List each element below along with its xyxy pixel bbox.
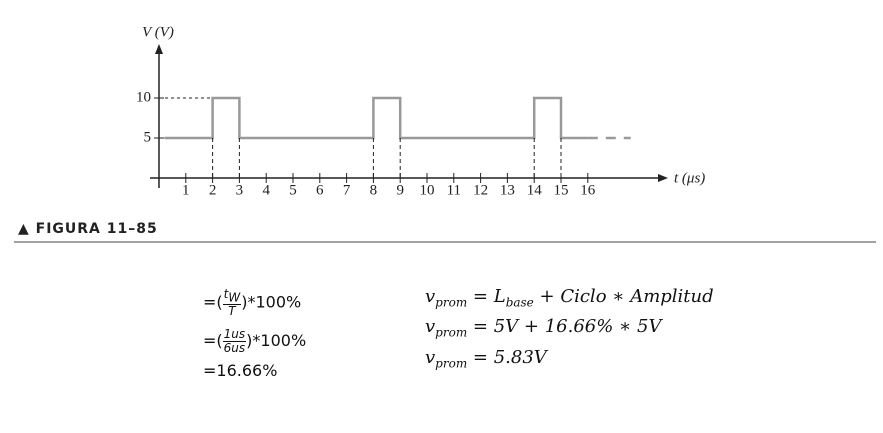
formula-prefix: =( bbox=[203, 292, 223, 312]
text: v bbox=[425, 316, 436, 337]
x-tick-label: 16 bbox=[580, 182, 596, 198]
numerator: 1us bbox=[222, 327, 247, 342]
x-tick-label: 1 bbox=[182, 182, 190, 198]
subscript: prom bbox=[435, 295, 468, 310]
x-tick-label: 11 bbox=[447, 182, 461, 198]
denominator: 6us bbox=[223, 342, 247, 355]
subscript: prom bbox=[435, 356, 468, 371]
text: t bbox=[223, 287, 229, 301]
x-tick-label: 13 bbox=[500, 182, 515, 198]
x-tick-label: 5 bbox=[289, 182, 297, 198]
text: + Ciclo ∗ Amplitud bbox=[533, 286, 714, 307]
signal-line bbox=[164, 96, 588, 140]
x-tick-label: 9 bbox=[396, 182, 404, 198]
subscript: W bbox=[228, 290, 241, 305]
y-tick-label: 10 bbox=[136, 89, 151, 105]
x-tick-label: 14 bbox=[527, 182, 543, 198]
numerator: tW bbox=[222, 287, 242, 306]
formula-line: =16.66% bbox=[203, 361, 277, 380]
denominator: T bbox=[223, 305, 242, 318]
text: 1us bbox=[223, 327, 246, 341]
y-axis-label: V (V) bbox=[142, 24, 174, 40]
x-tick-label: 12 bbox=[473, 182, 488, 198]
x-arrow bbox=[658, 174, 668, 182]
formula-prefix: =( bbox=[203, 331, 223, 350]
y-tick-label: 5 bbox=[144, 129, 152, 145]
x-tick-label: 8 bbox=[370, 182, 378, 198]
text: T bbox=[228, 304, 236, 319]
text: 6us bbox=[223, 341, 246, 355]
x-tick-label: 10 bbox=[420, 182, 435, 198]
chart: V (V) t (μs) ▲ FIGURA 11–85 1 2 3 4 5 6 7 8 9 10 1… bbox=[14, 24, 876, 243]
formula-line: vprom = 5.83V bbox=[425, 347, 547, 371]
subscript: prom bbox=[435, 325, 468, 340]
fraction: tW T bbox=[222, 287, 242, 318]
x-axis-label: t (μs) bbox=[674, 170, 705, 186]
text: v bbox=[425, 347, 436, 368]
fraction: 1us 6us bbox=[222, 327, 247, 355]
formula-line: =(tW T)*100% bbox=[203, 288, 301, 318]
x-tick-label: 4 bbox=[262, 182, 270, 198]
formula-line: =(1us 6us)*100% bbox=[203, 328, 306, 355]
y-arrow bbox=[155, 44, 163, 54]
formula-line: vprom = Lbase + Ciclo ∗ Amplitud bbox=[425, 286, 714, 310]
x-tick-label: 3 bbox=[236, 182, 244, 198]
formula-suffix: )*100% bbox=[246, 331, 307, 350]
formula-prefix: =16.66% bbox=[203, 361, 278, 380]
subscript: base bbox=[505, 295, 534, 310]
text: = 5V + 16.66% ∗ 5V bbox=[467, 316, 662, 337]
x-tick-label: 2 bbox=[209, 182, 217, 198]
text: v bbox=[425, 286, 436, 307]
text: = L bbox=[467, 286, 506, 307]
formula-suffix: )*100% bbox=[241, 292, 302, 312]
formula-line: vprom = 5V + 16.66% ∗ 5V bbox=[425, 316, 661, 340]
text: = 5.83V bbox=[467, 347, 547, 368]
x-tick-label: 6 bbox=[316, 182, 324, 198]
figure-caption: ▲ FIGURA 11–85 bbox=[18, 221, 158, 237]
x-tick-label: 15 bbox=[554, 182, 569, 198]
x-tick-label: 7 bbox=[343, 182, 351, 198]
